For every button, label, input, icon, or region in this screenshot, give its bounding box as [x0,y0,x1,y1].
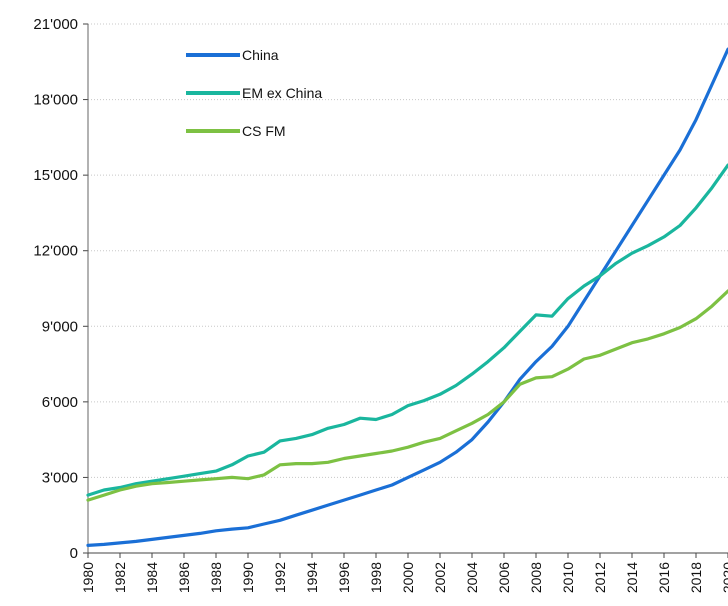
y-tick-label: 18'000 [33,92,78,109]
x-tick-label: 2002 [432,562,448,593]
legend-label: China [242,47,279,63]
x-tick-label: 1992 [272,562,288,593]
x-tick-label: 2018 [688,562,704,593]
x-tick-label: 2016 [656,562,672,593]
legend: China EM ex China CS FM [186,47,322,139]
x-tick-label: 1994 [304,562,320,593]
x-tick-label: 1982 [112,562,128,593]
y-tick-label: 3'000 [42,469,78,486]
x-tick-label: 2008 [528,562,544,593]
x-tick-label: 1996 [336,562,352,593]
y-tick-label: 0 [70,545,78,562]
series-line-2 [86,289,728,502]
series-lines [86,47,728,547]
axes: 0 3'000 6'000 9'000 12'000 15'000 18'000 21'000… [33,16,728,593]
x-tick-label: 2012 [592,562,608,593]
series-line-1 [86,163,728,497]
x-tick-label: 2020 [720,562,728,593]
x-tick-label: 2010 [560,562,576,593]
x-tick-label: 1988 [208,562,224,593]
y-tick-label: 6'000 [42,394,78,411]
y-tick-label: 12'000 [33,243,78,260]
x-tick-label: 2000 [400,562,416,593]
y-tick-label: 15'000 [33,167,78,184]
y-tick-label: 21'000 [33,16,78,33]
x-tick-label: 2006 [496,562,512,593]
x-tick-label: 1998 [368,562,384,593]
x-tick-label: 2014 [624,562,640,593]
x-tick-label: 2004 [464,562,480,593]
x-tick-label: 1984 [144,562,160,593]
y-tick-label: 9'000 [42,318,78,335]
legend-label: CS FM [242,123,286,139]
legend-label: EM ex China [242,85,322,101]
gridlines [88,23,728,478]
x-tick-label: 1990 [240,562,256,593]
x-tick-label: 1980 [80,562,96,593]
x-tick-label: 1986 [176,562,192,593]
series-line-0 [86,47,728,547]
